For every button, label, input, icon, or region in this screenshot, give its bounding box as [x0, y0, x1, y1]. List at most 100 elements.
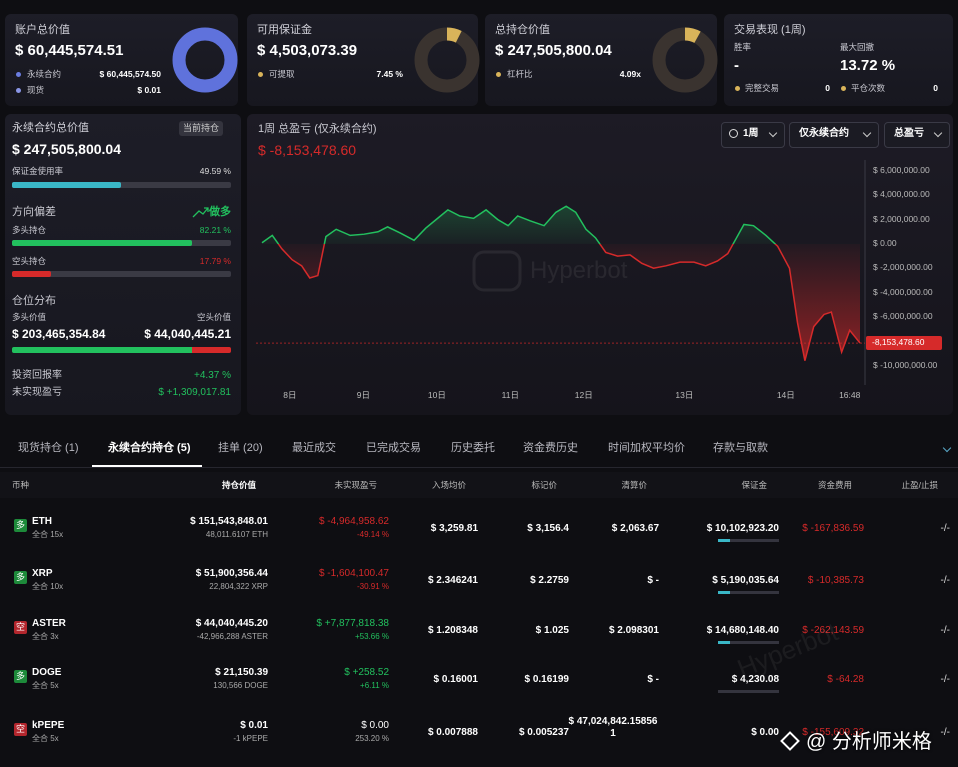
row-label: 永续合约 — [27, 69, 62, 79]
entry-price: $ 0.007888 — [427, 727, 478, 738]
section-label: 方向偏差 — [12, 206, 56, 218]
control-label: 1周 — [743, 128, 759, 139]
stat-value: 0 — [933, 83, 938, 93]
summary-card — [724, 14, 953, 106]
y-tick-label: $ -2,000,000.00 — [873, 262, 933, 273]
margin-track — [718, 539, 779, 542]
position-value: $ 0.01 — [240, 720, 268, 731]
metric-label: 空头价值 — [196, 312, 231, 322]
card-value: $ 60,445,574.51 — [15, 42, 124, 59]
liq-price: $ - — [647, 575, 659, 586]
control — [884, 122, 950, 148]
column-header: 币种 — [12, 480, 30, 490]
position-value: $ 44,040,445.20 — [195, 618, 268, 629]
tab: 挂单 (20) — [218, 442, 263, 454]
y-tick-label: $ -6,000,000.00 — [873, 310, 933, 321]
position-value: $ 151,543,848.01 — [190, 516, 268, 527]
liq-price: $ - — [647, 674, 659, 685]
y-tick-label: $ 2,000,000.00 — [873, 213, 930, 224]
margin-fill — [718, 539, 730, 542]
leverage: 全合 3x — [32, 632, 59, 641]
side-badge: 多 — [14, 670, 27, 683]
tab: 资金费历史 — [523, 442, 578, 454]
watermark-icon — [472, 250, 522, 292]
x-tick-label: 10日 — [427, 390, 446, 400]
legend-dot — [841, 86, 846, 91]
pnl-pct: +53.66 % — [354, 632, 389, 641]
row-label: 可提取 — [269, 69, 295, 79]
donut-track — [414, 27, 480, 93]
tab: 已完成交易 — [366, 442, 421, 454]
stat-label: 完整交易 — [745, 83, 780, 93]
leverage: 全合 5x — [32, 734, 59, 743]
tpsl: -/- — [940, 727, 950, 738]
badge: 当前持仓 — [179, 121, 224, 136]
card-title: 可用保证金 — [257, 24, 312, 36]
metric-label: 未实现盈亏 — [12, 387, 62, 398]
section-label: 仓位分布 — [12, 295, 56, 307]
mark-price: $ 1.025 — [535, 625, 569, 636]
row-label: 杠杆比 — [507, 69, 533, 79]
donut-arc — [652, 27, 718, 93]
y-tick-label: $ -10,000,000.00 — [873, 359, 938, 370]
stat-label: 平仓次数 — [851, 83, 886, 93]
short-value: $ 44,040,445.21 — [144, 327, 231, 341]
row-value: $ 60,445,574.50 — [99, 69, 161, 79]
tab: 现货持仓 (1) — [18, 442, 79, 454]
row-value: 4.09x — [619, 69, 641, 79]
metric-label: 投资回报率 — [12, 370, 62, 381]
footer-watermark: @ 分析师米格 — [806, 731, 932, 753]
funding: $ -262,143.59 — [802, 625, 864, 636]
liq-price: $ 2,063.67 — [611, 523, 659, 534]
tpsl: -/- — [940, 575, 950, 586]
column-header: 资金费用 — [817, 480, 852, 490]
donut-arc — [414, 27, 480, 93]
y-tick-label: $ 6,000,000.00 — [873, 164, 930, 175]
control — [789, 122, 879, 148]
long-value: $ 203,465,354.84 — [12, 327, 106, 341]
tab: 最近成交 — [292, 442, 336, 454]
entry-price: $ 0.16001 — [433, 674, 479, 685]
x-tick-label: 9日 — [356, 390, 370, 400]
header-row — [0, 472, 958, 498]
mark-price: $ 2.2759 — [530, 575, 569, 586]
column-header: 未实现盈亏 — [334, 480, 377, 490]
column-header: 止盈/止损 — [901, 480, 938, 490]
side-badge: 多 — [14, 571, 27, 584]
pnl-area — [262, 206, 860, 361]
metric-value: +4.37 % — [194, 370, 231, 381]
column-header: 保证金 — [741, 480, 767, 490]
legend-dot — [258, 72, 263, 77]
entry-price: $ 1.208348 — [427, 625, 478, 636]
bar-track — [12, 182, 231, 188]
funding: $ -155,609.32 — [802, 727, 864, 738]
card-title: 交易表现 (1周) — [734, 24, 806, 36]
donut-track — [652, 27, 718, 93]
card-title: 账户总价值 — [15, 24, 70, 36]
x-tick-label: 16:48 — [839, 390, 861, 400]
coin: ASTER — [32, 618, 66, 629]
trend-icon — [192, 207, 209, 218]
side-badge: 多 — [14, 519, 27, 532]
tpsl: -/- — [940, 674, 950, 685]
side-badge: 空 — [14, 723, 27, 736]
leverage: 全合 5x — [32, 681, 59, 690]
position-size: 22,804,322 XRP — [209, 582, 268, 591]
pnl: $ +258.52 — [344, 667, 389, 678]
mark-price: $ 3,156.4 — [527, 523, 569, 534]
coin: ETH — [32, 516, 52, 527]
tab: 存款与取款 — [713, 442, 768, 454]
control-label: 总盈亏 — [894, 128, 924, 139]
bar-fill — [192, 347, 231, 353]
x-tick-label: 13日 — [675, 390, 694, 400]
margin: $ 10,102,923.20 — [706, 523, 779, 534]
margin: $ 5,190,035.64 — [712, 575, 779, 586]
margin-fill — [718, 591, 730, 594]
margin: $ 4,230.08 — [731, 674, 779, 685]
card-value: $ 247,505,800.04 — [495, 42, 612, 59]
column-header: 标记价 — [531, 480, 557, 490]
side-badge: 空 — [14, 621, 27, 634]
graphics — [172, 27, 866, 385]
leverage: 全合 15x — [32, 530, 64, 539]
